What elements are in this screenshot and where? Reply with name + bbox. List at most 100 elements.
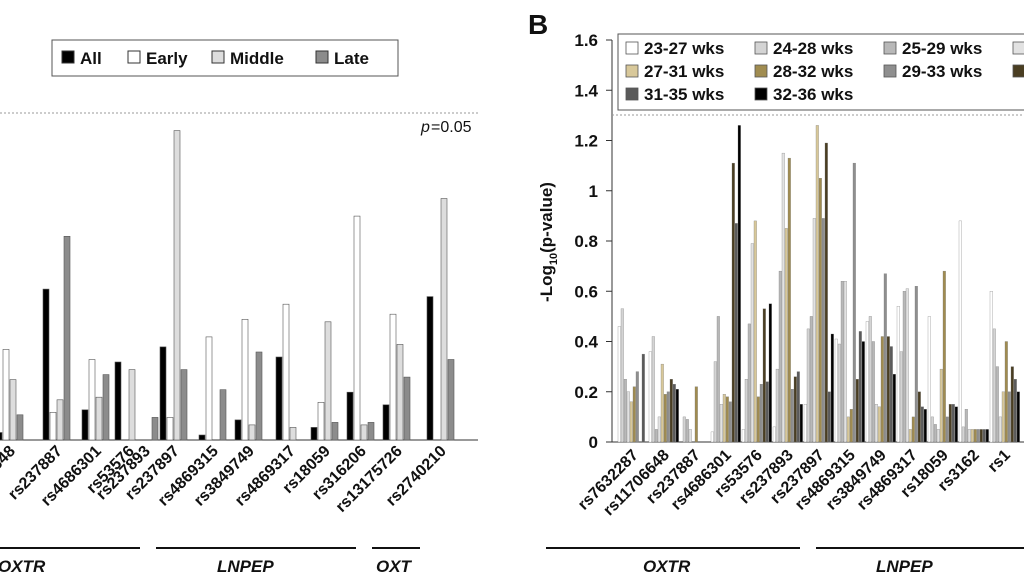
bar-31-35-wks-rs13175726 bbox=[1013, 379, 1017, 443]
panel-b-bars bbox=[617, 125, 1020, 443]
legend-label: Early bbox=[146, 49, 188, 68]
bar-26-30-wks-rs237887 bbox=[688, 429, 692, 443]
legend-swatch-28-32-wks bbox=[754, 64, 768, 78]
bar-25-29-wks-rs53576 bbox=[747, 323, 751, 443]
panel-a: All Early Middle Late p =0.05 6 bbox=[0, 39, 480, 576]
panel-b: B -Log10(p-value) 0 0.2 0.4 0.6 0.8 1 1.2 1.4 1.… bbox=[528, 9, 1024, 576]
panel-b-category-labels: rs7632287rs11706648rs237887rs4686301rs53… bbox=[575, 447, 1014, 520]
bar-28-32-wks-rs13175726 bbox=[1004, 341, 1008, 443]
bar-31-35-wks-rs4686301 bbox=[734, 223, 738, 443]
threshold-label-p: p bbox=[420, 119, 430, 136]
legend-entry-middle: Middle bbox=[211, 49, 284, 68]
bar-23-27-wks-rs18059 bbox=[927, 316, 931, 443]
bar-23-27-wks-rs11706648 bbox=[648, 351, 652, 443]
bar-early-rs18059 bbox=[317, 401, 325, 441]
bar-middle-rs53576 bbox=[128, 369, 136, 441]
bar-32-36-wks-rs53576 bbox=[768, 303, 772, 443]
bar-26-30-wks-rs4869315 bbox=[843, 281, 847, 443]
bar-27-31-wks-rs237897 bbox=[815, 125, 819, 443]
bar-middle-rs13175726 bbox=[396, 344, 404, 441]
bar-26-30-wks-rs3849749 bbox=[874, 404, 878, 443]
bar-31-35-wks-rs7632287 bbox=[641, 353, 645, 443]
bar-23-27-wks-rs4869317 bbox=[896, 306, 900, 443]
bar-24-28-wks-rs316206 bbox=[961, 426, 965, 443]
bar-32-36-wks-rs316206 bbox=[985, 429, 989, 443]
bar-28-32-wks-rs7632287 bbox=[632, 386, 636, 443]
y-tick-label: 0.2 bbox=[574, 383, 598, 402]
bar-late-rs18059 bbox=[331, 422, 339, 441]
bar-32-36-wks-rs4686301 bbox=[737, 125, 741, 443]
bar-24-28-wks-rs7632287 bbox=[620, 308, 624, 443]
bar-all-rs11706648 bbox=[0, 432, 3, 441]
bar-23-27-wks-rs237897 bbox=[803, 404, 807, 443]
panel-a-category-labels: 648rs237887rs4686301rs53576rs237893rs237… bbox=[0, 443, 450, 516]
panel-b-legend: 23-27 wks 24-28 wks 25-29 wks 27-31 wks 28-3… bbox=[617, 33, 1024, 111]
bar-24-28-wks-rs4686301 bbox=[713, 361, 717, 443]
bar-26-30-wks-rs237897 bbox=[812, 218, 816, 443]
bar-30-34-wks-rs4869315 bbox=[855, 379, 859, 443]
bar-all-rs3849749 bbox=[234, 419, 242, 441]
gene-label: OXT bbox=[376, 557, 413, 576]
bar-26-30-wks-rs18059 bbox=[936, 429, 940, 443]
bar-late-rs4686301 bbox=[102, 374, 110, 441]
bar-27-31-wks-rs237893 bbox=[784, 228, 788, 443]
legend-label-25-29-wks: 25-29 wks bbox=[902, 39, 982, 58]
legend-entry-early: Early bbox=[127, 49, 188, 68]
bar-28-32-wks-rs237897 bbox=[818, 178, 822, 443]
bar-all-rs237887 bbox=[42, 288, 50, 441]
bar-23-27-wks-rs237893 bbox=[772, 426, 776, 443]
category-label-rs13175726: rs1 bbox=[985, 447, 1014, 476]
bar-all-rs4869315 bbox=[198, 434, 206, 441]
bar-late-rs237893 bbox=[151, 417, 159, 441]
bar-28-32-wks-rs4686301 bbox=[725, 396, 729, 443]
bar-29-33-wks-rs237893 bbox=[790, 389, 794, 443]
panel-a-threshold-label: p =0.05 bbox=[420, 119, 472, 136]
gene-label: LNPEP bbox=[876, 557, 933, 576]
bar-late-rs237887 bbox=[63, 236, 71, 441]
bar-23-27-wks-rs3849749 bbox=[865, 321, 869, 443]
bar-middle-rs316206 bbox=[360, 424, 368, 441]
bar-30-34-wks-rs53576 bbox=[762, 308, 766, 443]
legend-swatch bbox=[315, 50, 329, 64]
bar-27-31-wks-rs7632287 bbox=[629, 401, 633, 443]
panel-a-bars bbox=[0, 130, 455, 441]
bar-28-32-wks-rs316206 bbox=[973, 429, 977, 443]
bar-25-29-wks-rs7632287 bbox=[623, 379, 627, 443]
legend-swatch-29-33-wks bbox=[883, 64, 897, 78]
bar-early-rs4869317 bbox=[282, 303, 290, 441]
bar-26-30-wks-rs11706648 bbox=[657, 416, 661, 443]
legend-swatch bbox=[127, 50, 141, 64]
legend-swatch-26-30-wks bbox=[1012, 41, 1024, 55]
legend-swatch bbox=[61, 50, 75, 64]
gene-label: OXTR bbox=[0, 557, 46, 576]
bar-27-31-wks-rs316206 bbox=[970, 429, 974, 443]
bar-29-33-wks-rs237897 bbox=[821, 218, 825, 443]
bar-28-32-wks-rs237887 bbox=[694, 386, 698, 443]
bar-25-29-wks-rs18059 bbox=[933, 424, 937, 443]
bar-25-29-wks-rs316206 bbox=[964, 409, 968, 443]
legend-label: All bbox=[80, 49, 102, 68]
bar-26-30-wks-rs237893 bbox=[781, 152, 785, 443]
bar-32-36-wks-rs237893 bbox=[799, 404, 803, 443]
bar-30-34-wks-rs11706648 bbox=[669, 379, 673, 443]
bar-middle-rs2740210 bbox=[440, 198, 448, 441]
bar-all-rs237897 bbox=[159, 346, 167, 441]
y-tick-label: 1 bbox=[589, 182, 598, 201]
bar-early-rs237897 bbox=[166, 417, 174, 441]
bar-32-36-wks-rs13175726 bbox=[1016, 391, 1020, 443]
bar-25-29-wks-rs11706648 bbox=[654, 429, 658, 443]
bar-23-27-wks-rs316206 bbox=[958, 220, 962, 443]
bar-28-32-wks-rs18059 bbox=[942, 270, 946, 443]
bar-31-35-wks-rs3849749 bbox=[889, 346, 893, 443]
bar-29-33-wks-rs53576 bbox=[759, 384, 763, 443]
bar-31-35-wks-rs53576 bbox=[765, 381, 769, 443]
bar-32-36-wks-rs237897 bbox=[830, 333, 834, 443]
legend-swatch-25-29-wks bbox=[883, 41, 897, 55]
bar-30-34-wks-rs4686301 bbox=[731, 162, 735, 443]
bar-32-36-wks-rs4869317 bbox=[923, 409, 927, 443]
legend-label: Middle bbox=[230, 49, 284, 68]
category-label-rs11706648: 648 bbox=[0, 443, 19, 474]
bar-23-27-wks-rs13175726 bbox=[989, 291, 993, 443]
bar-middle-rs18059 bbox=[324, 321, 332, 441]
bar-all-rs2740210 bbox=[426, 296, 434, 441]
